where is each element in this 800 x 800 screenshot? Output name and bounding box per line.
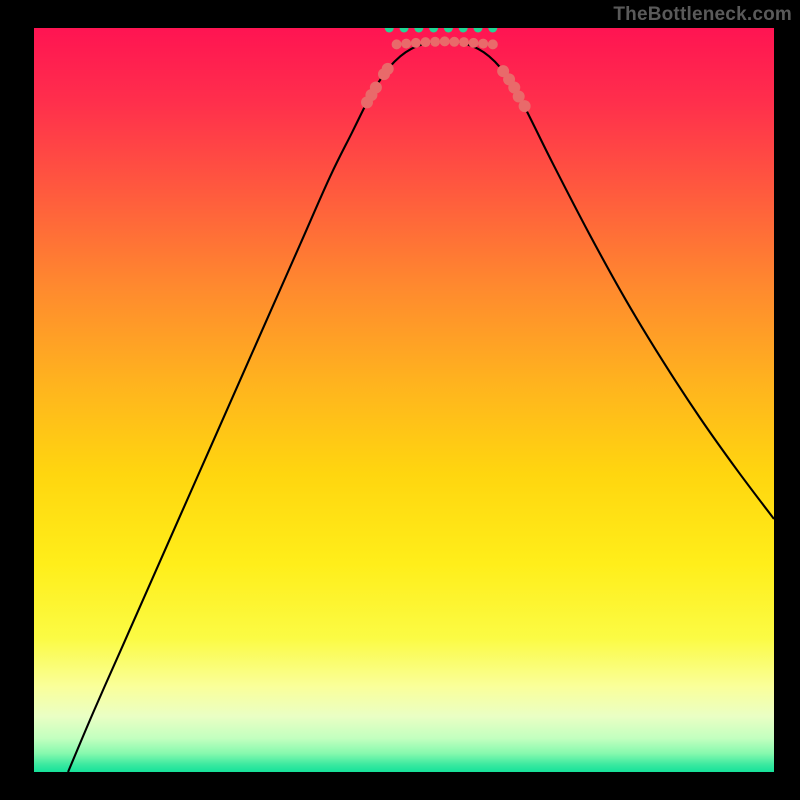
left-cluster-marker: [382, 63, 394, 75]
watermark-text: TheBottleneck.com: [613, 4, 792, 26]
baseline-marker: [385, 28, 394, 33]
baseline-marker: [400, 28, 409, 33]
baseline-marker: [444, 28, 453, 33]
flat-marker: [459, 37, 469, 47]
flat-marker: [469, 38, 479, 48]
curve-layer: [34, 28, 774, 772]
baseline-marker: [414, 28, 423, 33]
left-cluster-marker: [370, 82, 382, 94]
right-cluster-marker: [519, 100, 531, 112]
flat-marker: [401, 39, 411, 49]
baseline-marker: [488, 28, 497, 33]
chart-root: TheBottleneck.com: [0, 0, 800, 800]
bottleneck-curve: [68, 41, 774, 772]
flat-marker: [440, 36, 450, 46]
plot-area: [34, 28, 774, 772]
flat-marker: [411, 38, 421, 48]
flat-marker: [430, 37, 440, 47]
flat-marker: [478, 39, 488, 49]
flat-marker: [420, 37, 430, 47]
flat-marker: [392, 39, 402, 49]
baseline-marker: [474, 28, 483, 33]
baseline-marker: [429, 28, 438, 33]
baseline-marker: [459, 28, 468, 33]
flat-marker: [488, 39, 498, 49]
flat-marker: [449, 37, 459, 47]
